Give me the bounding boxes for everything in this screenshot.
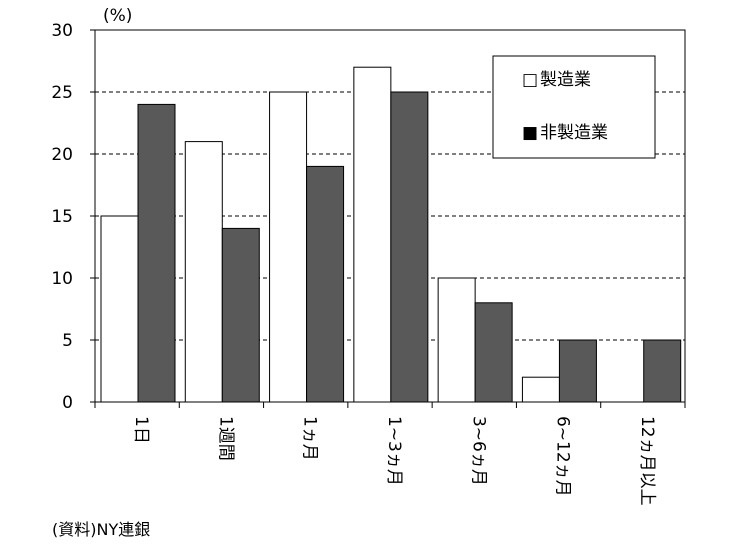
legend-label-non-manufacturing: 非製造業 xyxy=(540,123,608,143)
y-tick-label: 0 xyxy=(62,393,73,413)
x-category-label: 1週間 xyxy=(215,416,235,461)
bar-non-manufacturing xyxy=(221,227,260,403)
legend-box xyxy=(492,55,656,159)
y-tick-label: 10 xyxy=(51,269,73,289)
x-axis: 1日 1週間 1ヵ月 1~3ヵ月 3~6ヵ月 6~12ヵ月 12ヵ月以上 xyxy=(94,402,686,506)
x-category-label: 12ヵ月以上 xyxy=(637,416,657,506)
bars xyxy=(100,66,682,403)
bar-non-manufacturing xyxy=(137,103,176,403)
bar-manufacturing xyxy=(184,141,223,403)
y-axis-unit-label: (%) xyxy=(103,6,132,26)
bar-non-manufacturing xyxy=(390,91,429,403)
y-tick-label: 5 xyxy=(62,331,73,351)
bar-manufacturing xyxy=(100,215,139,403)
bar-non-manufacturing xyxy=(474,302,513,403)
y-tick-label: 25 xyxy=(51,83,73,103)
x-category-label: 1日 xyxy=(131,416,151,444)
bar-manufacturing xyxy=(269,91,308,403)
legend-marker-manufacturing: □ xyxy=(522,70,538,90)
bar-non-manufacturing xyxy=(558,339,597,403)
source-note: (資料)NY連銀 xyxy=(52,520,151,539)
legend-marker-non-manufacturing: ■ xyxy=(522,123,538,143)
bar-non-manufacturing xyxy=(643,339,682,403)
x-category-label: 1ヵ月 xyxy=(300,416,320,461)
x-category-label: 3~6ヵ月 xyxy=(468,416,488,486)
y-tick-label: 15 xyxy=(51,207,73,227)
x-category-label: 1~3ヵ月 xyxy=(384,416,404,486)
y-tick-label: 30 xyxy=(51,21,73,41)
x-category-label: 6~12ヵ月 xyxy=(553,416,573,497)
legend-label-manufacturing: 製造業 xyxy=(540,70,591,90)
bar-manufacturing xyxy=(521,376,560,403)
bar-manufacturing xyxy=(353,66,392,403)
y-axis: 0 5 10 15 20 25 30 xyxy=(51,21,95,413)
bar-manufacturing xyxy=(437,277,476,403)
y-tick-label: 20 xyxy=(51,145,73,165)
legend: □ 製造業 ■ 非製造業 xyxy=(492,55,656,159)
bar-non-manufacturing xyxy=(306,165,345,403)
